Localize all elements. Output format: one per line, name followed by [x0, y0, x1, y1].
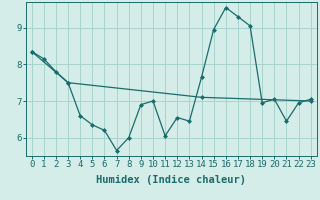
X-axis label: Humidex (Indice chaleur): Humidex (Indice chaleur): [96, 175, 246, 185]
